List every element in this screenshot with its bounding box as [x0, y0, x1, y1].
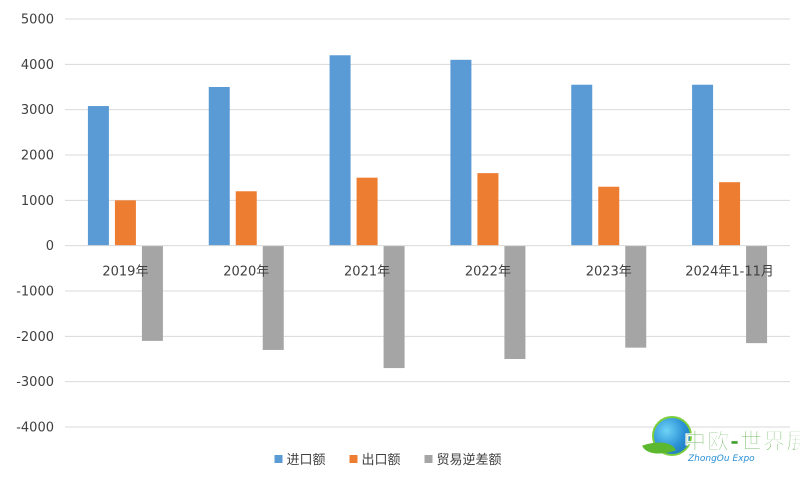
logo-subtitle: ZhongOu Expo: [688, 454, 755, 464]
legend-swatch: [424, 455, 433, 463]
legend-label: 贸易逆差额: [437, 452, 502, 468]
bar: [356, 177, 378, 246]
logo-title: 中欧-世界展会: [684, 430, 800, 456]
category-label: 2023年: [586, 265, 632, 280]
bar: [571, 84, 593, 246]
bar: [504, 245, 526, 359]
y-tick-label: -1000: [16, 285, 54, 300]
category-label: 2020年: [223, 265, 269, 280]
legend-label: 出口额: [362, 453, 401, 468]
y-tick-label: 5000: [21, 13, 54, 28]
y-tick-label: -4000: [16, 421, 54, 436]
zhongou-expo-logo: 中欧-世界展会 ZhongOu Expo: [640, 410, 800, 484]
x-axis-category-labels: 2019年 2020年 2021年 2022年 2023年 2024年1-11月: [102, 265, 774, 280]
legend-swatch: [349, 455, 358, 463]
y-tick-label: 0: [46, 239, 54, 254]
bar: [262, 245, 284, 350]
bar: [719, 182, 741, 246]
bar: [383, 245, 405, 369]
category-label: 2024年1-11月: [685, 265, 774, 280]
category-label: 2022年: [465, 265, 511, 280]
bar: [235, 191, 257, 246]
legend-swatch: [274, 455, 283, 463]
bar: [450, 59, 472, 246]
bar: [114, 200, 136, 246]
bar: [141, 245, 163, 341]
category-label: 2021年: [344, 265, 390, 280]
y-tick-label: 3000: [21, 103, 54, 118]
bar: [746, 245, 768, 344]
y-axis-tick-labels: 5000 4000 3000 2000 1000 0 -1000 -2000 -3000 -400…: [16, 13, 54, 436]
y-tick-label: -2000: [16, 330, 54, 345]
y-tick-label: 4000: [21, 58, 54, 73]
gridlines: [65, 18, 790, 428]
legend-item: 进口额: [274, 453, 326, 468]
category-label: 2019年: [102, 265, 148, 280]
bar: [625, 245, 647, 348]
legend-item: 出口额: [349, 453, 401, 468]
legend-item: 贸易逆差额: [424, 452, 502, 468]
bar: [87, 106, 109, 246]
bar: [692, 84, 714, 246]
legend: 进口额 出口额 贸易逆差额: [274, 452, 502, 468]
bar: [329, 55, 351, 246]
bar: [477, 173, 499, 246]
y-tick-label: 1000: [21, 194, 54, 209]
legend-label: 进口额: [287, 453, 326, 468]
y-tick-label: -3000: [16, 375, 54, 390]
bar: [208, 87, 230, 246]
bars: [87, 55, 768, 369]
y-tick-label: 2000: [21, 149, 54, 164]
bar: [598, 186, 620, 246]
